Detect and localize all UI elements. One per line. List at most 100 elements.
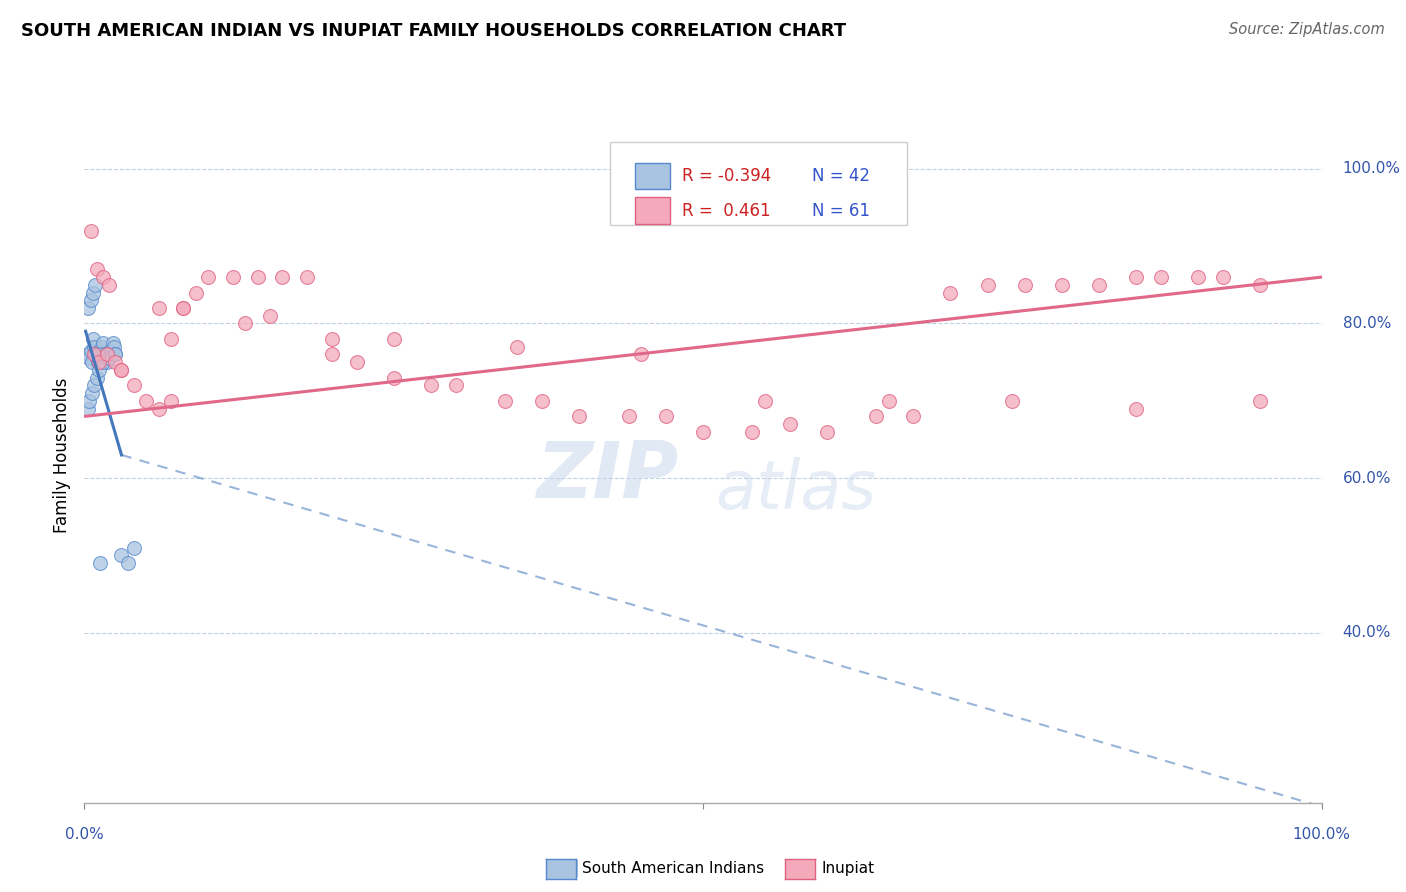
Point [1150, 270, 1173, 285]
Point [382, 370, 405, 384]
Point [346, 355, 368, 369]
Point [83, 347, 105, 361]
Point [246, 270, 269, 285]
Text: 100.0%: 100.0% [1343, 161, 1400, 177]
Point [122, 541, 145, 555]
Text: 0.0%: 0.0% [65, 827, 104, 841]
Point [80, 355, 103, 369]
Text: □: □ [560, 858, 579, 878]
Point [865, 409, 887, 424]
Point [754, 393, 776, 408]
Point [98, 277, 121, 292]
Point [233, 317, 256, 331]
Point [86, 262, 108, 277]
Point [89, 556, 111, 570]
Point [104, 347, 127, 361]
Point [89, 355, 111, 369]
Point [104, 347, 127, 361]
Point [197, 270, 219, 285]
Point [815, 425, 838, 439]
Point [83, 378, 105, 392]
Point [79, 224, 101, 238]
Point [110, 363, 132, 377]
Point [100, 347, 122, 361]
Point [1001, 393, 1024, 408]
Point [321, 347, 343, 361]
Point [101, 335, 124, 350]
Point [630, 347, 652, 361]
Point [87, 355, 110, 369]
Point [110, 363, 132, 377]
Point [135, 393, 157, 408]
Text: 80.0%: 80.0% [1343, 316, 1391, 331]
Point [444, 378, 467, 392]
Point [1050, 277, 1073, 292]
Point [77, 401, 100, 416]
Point [295, 270, 318, 285]
Point [82, 332, 104, 346]
Point [94, 351, 117, 366]
Point [1125, 401, 1147, 416]
Point [84, 347, 107, 361]
Text: 40.0%: 40.0% [1343, 625, 1391, 640]
Point [86, 370, 108, 384]
Point [903, 409, 925, 424]
Bar [636, 197, 669, 224]
Point [321, 332, 343, 346]
Point [77, 301, 100, 315]
Point [93, 347, 115, 361]
Text: atlas: atlas [716, 457, 876, 523]
Point [655, 409, 678, 424]
Point [98, 351, 121, 366]
Text: Inupiat: Inupiat [821, 862, 875, 876]
Point [172, 301, 194, 315]
Point [617, 409, 640, 424]
Point [103, 340, 125, 354]
Text: 60.0%: 60.0% [1343, 471, 1391, 485]
Point [1249, 393, 1271, 408]
Point [531, 393, 554, 408]
Point [91, 335, 114, 350]
Point [1212, 270, 1234, 285]
Point [1088, 277, 1111, 292]
Point [89, 343, 111, 358]
Text: SOUTH AMERICAN INDIAN VS INUPIAT FAMILY HOUSEHOLDS CORRELATION CHART: SOUTH AMERICAN INDIAN VS INUPIAT FAMILY … [21, 22, 846, 40]
Point [568, 409, 591, 424]
Point [89, 347, 111, 361]
FancyBboxPatch shape [610, 142, 907, 226]
Point [96, 347, 118, 361]
Text: Source: ZipAtlas.com: Source: ZipAtlas.com [1229, 22, 1385, 37]
Point [741, 425, 763, 439]
Point [96, 355, 118, 369]
Point [79, 351, 101, 366]
Point [419, 378, 441, 392]
Text: R =  0.461: R = 0.461 [682, 202, 770, 219]
Point [79, 293, 101, 308]
Point [98, 351, 121, 366]
Point [117, 556, 139, 570]
Point [779, 417, 801, 431]
Point [939, 285, 962, 300]
Point [271, 270, 294, 285]
Point [172, 301, 194, 315]
Point [79, 393, 101, 408]
Point [976, 277, 998, 292]
Text: South American Indians: South American Indians [582, 862, 765, 876]
Point [84, 277, 107, 292]
Point [104, 355, 127, 369]
Point [494, 393, 516, 408]
Text: N = 61: N = 61 [811, 202, 870, 219]
Point [160, 393, 183, 408]
Point [148, 301, 170, 315]
Point [160, 332, 183, 346]
Point [96, 347, 118, 361]
Point [77, 347, 100, 361]
Point [91, 355, 114, 369]
Y-axis label: Family Households: Family Households [53, 377, 72, 533]
Point [506, 340, 529, 354]
Point [148, 401, 170, 416]
Point [87, 347, 110, 361]
Point [82, 285, 104, 300]
Point [259, 309, 281, 323]
Text: N = 42: N = 42 [811, 167, 870, 185]
